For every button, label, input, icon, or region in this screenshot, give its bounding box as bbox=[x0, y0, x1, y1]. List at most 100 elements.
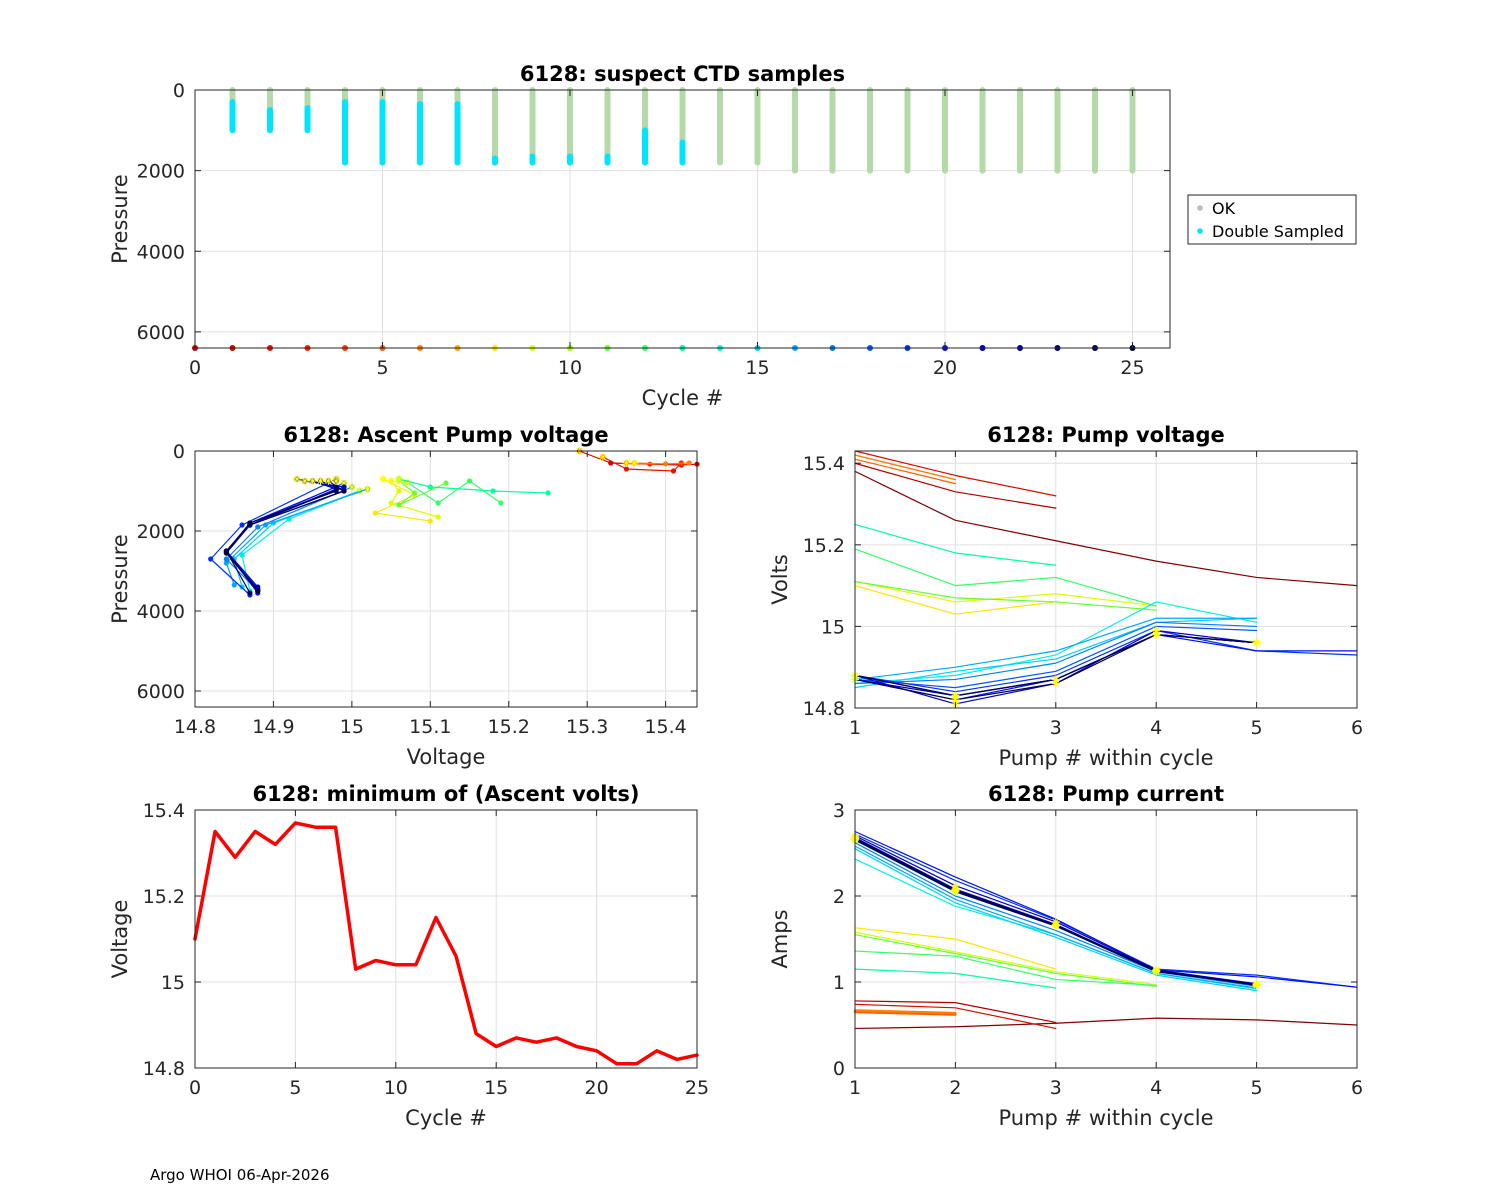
x-tick-label: 4 bbox=[1150, 717, 1162, 739]
x-axis-label: Cycle # bbox=[405, 1106, 487, 1130]
y-tick-label: 2 bbox=[833, 886, 845, 908]
series-cycle-9 bbox=[854, 931, 1157, 986]
chart-title: 6128: minimum of (Ascent volts) bbox=[252, 782, 639, 806]
y-tick-label: 0 bbox=[173, 441, 185, 463]
chart-title: 6128: Ascent Pump voltage bbox=[283, 423, 608, 447]
x-tick-label: 15 bbox=[484, 1077, 508, 1099]
x-tick-label: 3 bbox=[1050, 1077, 1062, 1099]
x-tick-label: 14.9 bbox=[252, 716, 294, 738]
x-tick-label: 10 bbox=[558, 357, 582, 379]
point-cycle-11 bbox=[466, 478, 473, 484]
series-cycle-6 bbox=[633, 462, 690, 465]
start-marker bbox=[598, 453, 607, 461]
point-cycle-10 bbox=[412, 490, 418, 496]
x-tick-label: 15.2 bbox=[488, 716, 530, 738]
start-marker bbox=[316, 477, 325, 485]
point-cycle-24 bbox=[341, 488, 347, 494]
point-cycle-21 bbox=[341, 484, 347, 490]
x-tick-label: 6 bbox=[1351, 1077, 1363, 1099]
point-cycle-11 bbox=[435, 500, 441, 506]
series-cycle-14 bbox=[854, 601, 1258, 685]
start-marker bbox=[951, 695, 960, 704]
start-marker bbox=[1152, 967, 1161, 976]
series-cycle-16 bbox=[225, 488, 369, 586]
y-tick-label: 4000 bbox=[137, 601, 185, 623]
point-cycle-2 bbox=[623, 466, 630, 472]
series-cycle-20 bbox=[854, 830, 1358, 988]
series-cycle-2 bbox=[602, 456, 682, 472]
series-cycle-11 bbox=[854, 950, 1157, 987]
start-marker bbox=[363, 485, 372, 493]
start-marker bbox=[332, 477, 341, 485]
series-cycle-11 bbox=[406, 480, 502, 504]
start-marker bbox=[340, 479, 349, 487]
legend-label: OK bbox=[1212, 199, 1236, 218]
x-tick-label: 5 bbox=[289, 1077, 301, 1099]
y-tick-label: 0 bbox=[833, 1058, 845, 1080]
series-cycle-12 bbox=[854, 968, 1057, 989]
start-marker bbox=[379, 475, 388, 483]
legend-marker bbox=[1197, 228, 1203, 234]
start-marker bbox=[951, 691, 960, 700]
start-marker bbox=[1051, 922, 1060, 931]
axes-box bbox=[854, 809, 1358, 1069]
point-cycle-25 bbox=[255, 588, 261, 594]
y-tick-label: 4000 bbox=[137, 241, 185, 263]
series-cycle-18 bbox=[854, 625, 1258, 689]
chart-pumpv: 1 2 3 4 5 6 14.8 15 15.2 15.4 6128: Pump voltage Pu… bbox=[768, 423, 1363, 770]
chart-minvolt: 0 5 10 15 20 25 14.8 15 15.2 15.4 6128: minimum of… bbox=[108, 782, 709, 1130]
x-tick-label: 15.3 bbox=[566, 716, 608, 738]
axes-box bbox=[854, 450, 1358, 709]
y-axis-label: Pressure bbox=[108, 534, 132, 624]
x-axis-label: Pump # within cycle bbox=[999, 746, 1214, 770]
series-cycle-17 bbox=[854, 621, 1258, 685]
series-group bbox=[208, 447, 700, 598]
x-tick-label: 5 bbox=[1251, 1077, 1263, 1099]
x-tick-label: 25 bbox=[685, 1077, 709, 1099]
y-tick-label: 15.2 bbox=[803, 535, 845, 557]
start-marker bbox=[1051, 675, 1060, 684]
series-cycle-2 bbox=[854, 1003, 1057, 1030]
series-cycle-19 bbox=[210, 478, 337, 596]
y-tick-label: 2000 bbox=[137, 521, 185, 543]
footer-label: Argo WHOI 06-Apr-2026 bbox=[150, 1166, 330, 1184]
legend-label: Double Sampled bbox=[1212, 222, 1344, 241]
start-marker bbox=[1252, 980, 1261, 989]
x-tick-label: 15.4 bbox=[644, 716, 686, 738]
series-cycle-9 bbox=[854, 580, 1157, 607]
series-cycle-19 bbox=[854, 629, 1358, 693]
y-tick-label: 2000 bbox=[137, 161, 185, 183]
series-cycle-16 bbox=[854, 845, 1258, 989]
start-marker bbox=[324, 477, 333, 485]
start-marker bbox=[355, 487, 364, 495]
y-tick-label: 14.8 bbox=[803, 698, 845, 720]
point-cycle-9 bbox=[388, 500, 394, 506]
series-cycle-4 bbox=[853, 1010, 957, 1016]
x-tick-label: 15.1 bbox=[409, 716, 451, 738]
x-tick-label: 5 bbox=[376, 357, 388, 379]
start-marker bbox=[622, 459, 631, 467]
x-tick-label: 1 bbox=[849, 1077, 861, 1099]
series-cycle-8 bbox=[854, 927, 1057, 970]
legend-box bbox=[1187, 194, 1357, 245]
series-cycle-8 bbox=[854, 585, 1057, 615]
x-tick-label: 4 bbox=[1150, 1077, 1162, 1099]
series-cycle-9 bbox=[390, 480, 439, 518]
series-cycle-10 bbox=[854, 580, 1157, 611]
x-tick-label: 14.8 bbox=[174, 716, 216, 738]
x-axis-label: Pump # within cycle bbox=[999, 1106, 1214, 1130]
y-tick-label: 0 bbox=[173, 80, 185, 102]
y-tick-label: 15.4 bbox=[803, 453, 845, 475]
start-marker bbox=[300, 477, 309, 485]
x-tick-label: 2 bbox=[949, 1077, 961, 1099]
axes-box bbox=[194, 450, 698, 708]
series-cycle-0 bbox=[854, 1017, 1358, 1030]
y-axis-label: Volts bbox=[768, 554, 792, 605]
x-axis-label: Voltage bbox=[407, 745, 486, 769]
axes-box bbox=[194, 89, 1171, 349]
start-marker bbox=[292, 475, 301, 483]
point-cycle-12 bbox=[490, 488, 496, 494]
chart-title: 6128: Pump current bbox=[988, 782, 1224, 806]
point-cycle-11 bbox=[498, 500, 504, 506]
point-cycle-19 bbox=[208, 556, 214, 562]
